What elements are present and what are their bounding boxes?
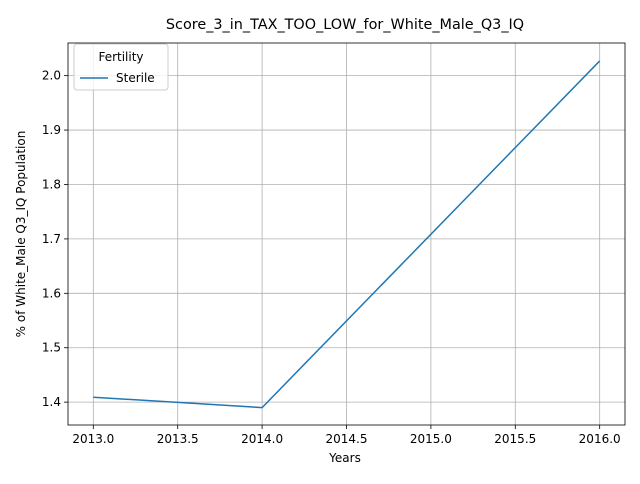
x-tick-label: 2013.5	[157, 432, 199, 446]
x-tick-label: 2016.0	[579, 432, 621, 446]
x-tick-label: 2014.5	[326, 432, 368, 446]
y-tick-label: 1.5	[42, 341, 61, 355]
chart-title: Score_3_in_TAX_TOO_LOW_for_White_Male_Q3…	[166, 17, 524, 33]
series-layer	[93, 60, 601, 409]
x-tick-label: 2015.5	[494, 432, 536, 446]
y-tick-label: 2.0	[42, 69, 61, 83]
x-tick-label: 2015.0	[410, 432, 452, 446]
legend-title: Fertility	[98, 50, 143, 64]
x-tick-label: 2014.0	[241, 432, 283, 446]
y-axis-ticks: 1.4 1.5 1.6 1.7 1.8 1.9 2.0	[42, 69, 68, 409]
y-tick-label: 1.9	[42, 123, 61, 137]
x-axis-ticks: 2013.0 2013.5 2014.0 2014.5 2015.0 2015.5 2016…	[72, 425, 621, 446]
legend: Fertility Sterile	[73, 43, 169, 91]
y-tick-label: 1.4	[42, 395, 61, 409]
legend-label-sterile: Sterile	[116, 71, 155, 85]
y-tick-label: 1.7	[42, 232, 61, 246]
y-tick-label: 1.6	[42, 286, 61, 300]
x-axis-label: Years	[328, 451, 361, 465]
grid-lines	[68, 43, 625, 425]
y-tick-label: 1.8	[42, 177, 61, 191]
x-tick-label: 2013.0	[72, 432, 114, 446]
series-line-sterile	[93, 60, 601, 409]
y-axis-label: % of White_Male Q3_IQ Population	[14, 131, 28, 338]
